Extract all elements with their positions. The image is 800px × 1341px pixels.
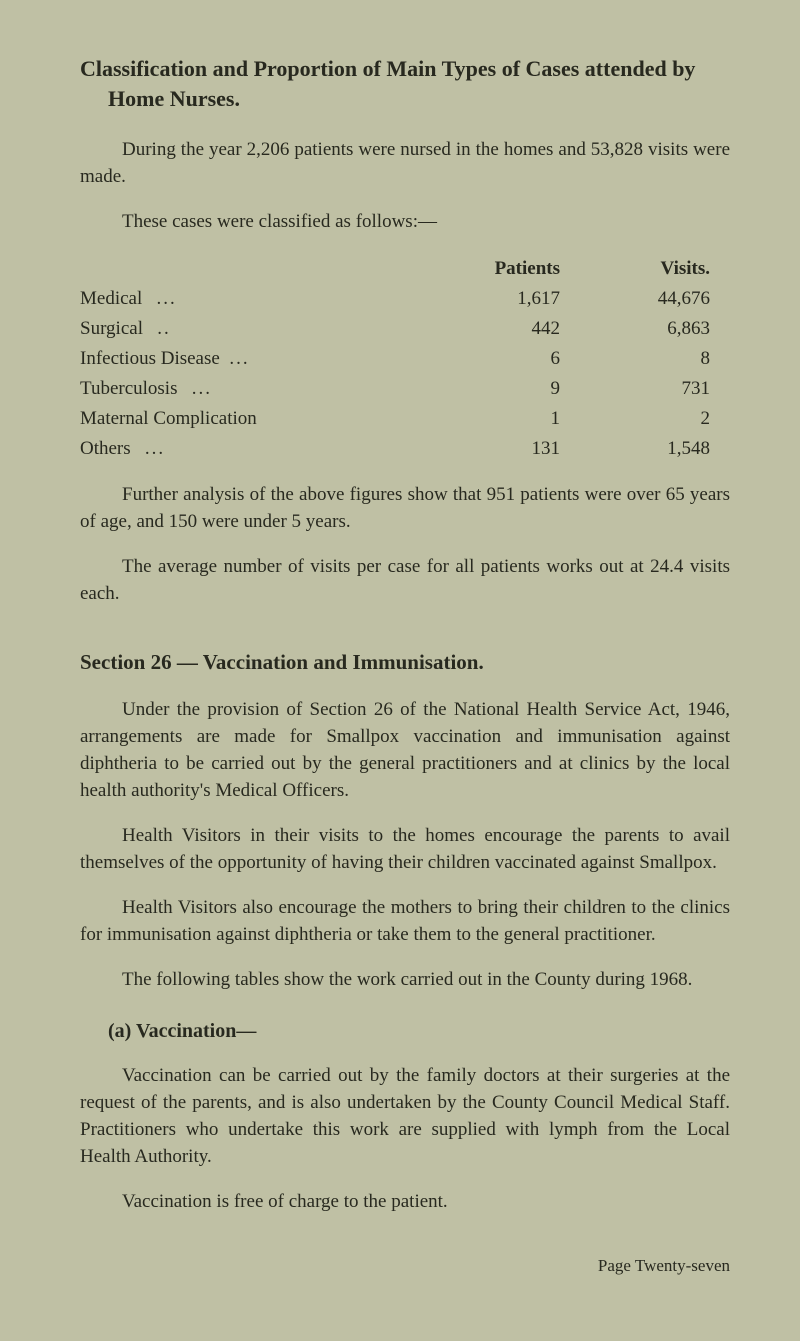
title-line-1: Classification and Proportion of Main Ty… [80, 56, 695, 81]
subsection-a-para-2: Vaccination is free of charge to the pat… [80, 1189, 730, 1216]
row-label: Tuberculosis [80, 378, 177, 399]
page-footer: Page Twenty-seven [80, 1256, 730, 1276]
table-row: Tuberculosis ... 9 731 [80, 374, 710, 404]
section-26-para-4: The following tables show the work carri… [80, 967, 730, 994]
row-patients: 442 [420, 314, 560, 344]
row-visits: 8 [560, 344, 710, 374]
table-row: Surgical .. 442 6,863 [80, 314, 710, 344]
section-26-para-2: Health Visitors in their visits to the h… [80, 823, 730, 877]
col-header-visits: Visits. [560, 254, 710, 284]
row-dots: ... [157, 288, 177, 309]
row-patients: 6 [420, 344, 560, 374]
document-page: Classification and Proportion of Main Ty… [0, 0, 800, 1341]
row-patients: 9 [420, 374, 560, 404]
table-row: Medical ... 1,617 44,676 [80, 284, 710, 314]
table-header-row: Patients Visits. [80, 254, 710, 284]
row-dots: .. [157, 318, 171, 339]
section-26-heading: Section 26 — Vaccination and Immunisatio… [80, 650, 730, 675]
title-line-2: Home Nurses. [80, 86, 240, 111]
col-header-patients: Patients [420, 254, 560, 284]
row-visits: 731 [560, 374, 710, 404]
row-visits: 2 [560, 404, 710, 434]
section-26-para-1: Under the provision of Section 26 of the… [80, 697, 730, 805]
row-patients: 1 [420, 404, 560, 434]
intro-paragraph: During the year 2,206 patients were nurs… [80, 137, 730, 191]
row-dots: ... [192, 378, 212, 399]
row-label: Surgical [80, 318, 143, 339]
row-visits: 1,548 [560, 434, 710, 464]
section-26-para-3: Health Visitors also encourage the mothe… [80, 895, 730, 949]
cases-table: Patients Visits. Medical ... 1,617 44,67… [80, 254, 710, 464]
row-label: Maternal Complication [80, 408, 257, 429]
paragraph-further-analysis: Further analysis of the above figures sh… [80, 482, 730, 536]
row-label: Infectious Disease [80, 348, 220, 369]
table-row: Maternal Complication 1 2 [80, 404, 710, 434]
row-patients: 131 [420, 434, 560, 464]
row-label: Others [80, 438, 131, 459]
subsection-a-heading: (a) Vaccination— [80, 1020, 730, 1043]
row-visits: 44,676 [560, 284, 710, 314]
row-dots: ... [145, 438, 165, 459]
subsection-a-para-1: Vaccination can be carried out by the fa… [80, 1063, 730, 1171]
paragraph-average: The average number of visits per case fo… [80, 554, 730, 608]
col-header-empty [80, 254, 420, 284]
row-visits: 6,863 [560, 314, 710, 344]
row-dots: ... [229, 348, 249, 369]
table-row: Others ... 131 1,548 [80, 434, 710, 464]
table-intro-paragraph: These cases were classified as follows:— [80, 209, 730, 236]
row-patients: 1,617 [420, 284, 560, 314]
row-label: Medical [80, 288, 142, 309]
table-row: Infectious Disease ... 6 8 [80, 344, 710, 374]
section-title: Classification and Proportion of Main Ty… [80, 54, 730, 113]
